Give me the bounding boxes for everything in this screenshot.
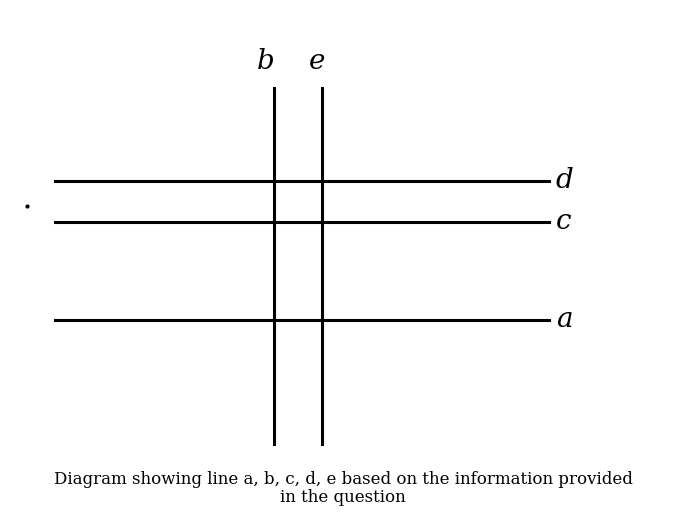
Text: Diagram showing line a, b, c, d, e based on the information provided: Diagram showing line a, b, c, d, e based…	[54, 471, 632, 488]
Text: e: e	[309, 48, 325, 75]
Text: c: c	[556, 208, 571, 235]
Text: in the question: in the question	[280, 489, 406, 506]
Text: a: a	[556, 307, 572, 333]
Text: b: b	[257, 48, 275, 75]
Text: d: d	[556, 167, 573, 194]
